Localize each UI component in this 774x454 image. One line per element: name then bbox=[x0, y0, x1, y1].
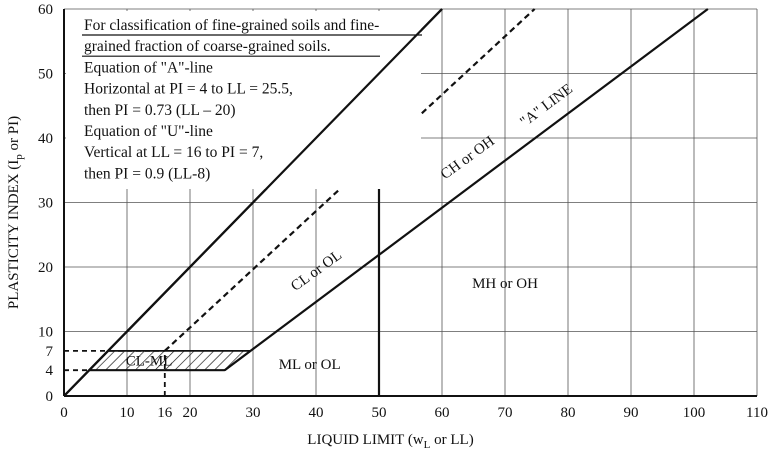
y-tick-label: 10 bbox=[38, 325, 53, 341]
x-tick-label: 90 bbox=[624, 405, 639, 421]
x-tick-label: 30 bbox=[246, 405, 261, 421]
y-tick-label: 30 bbox=[38, 196, 53, 212]
note-line: Equation of "U"-line bbox=[84, 123, 213, 140]
y-tick-label: 40 bbox=[38, 131, 53, 147]
x-tick-label: 10 bbox=[120, 405, 135, 421]
y-tick-label: 4 bbox=[46, 363, 54, 379]
x-tick-label: 80 bbox=[561, 405, 576, 421]
note-line: Vertical at LL = 16 to PI = 7, bbox=[84, 144, 263, 161]
x-tick-label: 70 bbox=[498, 405, 513, 421]
x-tick-label: 0 bbox=[60, 405, 68, 421]
x-tick-label: 20 bbox=[183, 405, 198, 421]
note-line: Horizontal at PI = 4 to LL = 25.5, bbox=[84, 81, 293, 98]
y-tick-label: 50 bbox=[38, 67, 53, 83]
a-line bbox=[223, 8, 709, 372]
x-tick-label: 100 bbox=[683, 405, 706, 421]
zone-label: CH or OH bbox=[438, 133, 498, 183]
y-tick-label: 60 bbox=[38, 2, 53, 18]
axis-titles: LIQUID LIMIT (wL or LL) PLASTICITY INDEX… bbox=[6, 116, 474, 451]
zone-label: ML or OL bbox=[279, 357, 341, 373]
y-axis-title: PLASTICITY INDEX (Ip or PI) bbox=[6, 116, 25, 309]
note-line: grained fraction of coarse-grained soils… bbox=[84, 38, 331, 55]
note-line: Equation of "A"-line bbox=[84, 59, 213, 76]
x-tick-label: 110 bbox=[746, 405, 768, 421]
x-tick-label: 16 bbox=[157, 405, 173, 421]
tick-labels: 0 10 20 30 40 50 60 70 80 90 100 110 16 0 10 20 30 40 50 60… bbox=[38, 2, 768, 421]
zone-label: MH or OH bbox=[472, 276, 538, 292]
classification-note: For classification of fine-grained soils… bbox=[63, 8, 443, 397]
x-tick-label: 50 bbox=[372, 405, 387, 421]
y-tick-label: 20 bbox=[38, 260, 53, 276]
x-tick-label: 40 bbox=[309, 405, 324, 421]
x-tick-label: 60 bbox=[435, 405, 450, 421]
y-tick-label: 7 bbox=[46, 344, 54, 360]
a-line-label: "A" LINE bbox=[517, 81, 575, 130]
note-line: For classification of fine-grained soils… bbox=[84, 17, 379, 34]
zone-label: CL-ML bbox=[126, 354, 173, 370]
boundary-line-top bbox=[63, 8, 443, 397]
note-line: then PI = 0.73 (LL – 20) bbox=[84, 102, 236, 119]
y-tick-label: 0 bbox=[46, 389, 54, 405]
x-axis-title: LIQUID LIMIT (wL or LL) bbox=[307, 432, 473, 451]
note-background bbox=[66, 11, 421, 189]
grid bbox=[63, 8, 758, 397]
note-line: then PI = 0.9 (LL-8) bbox=[84, 165, 210, 182]
